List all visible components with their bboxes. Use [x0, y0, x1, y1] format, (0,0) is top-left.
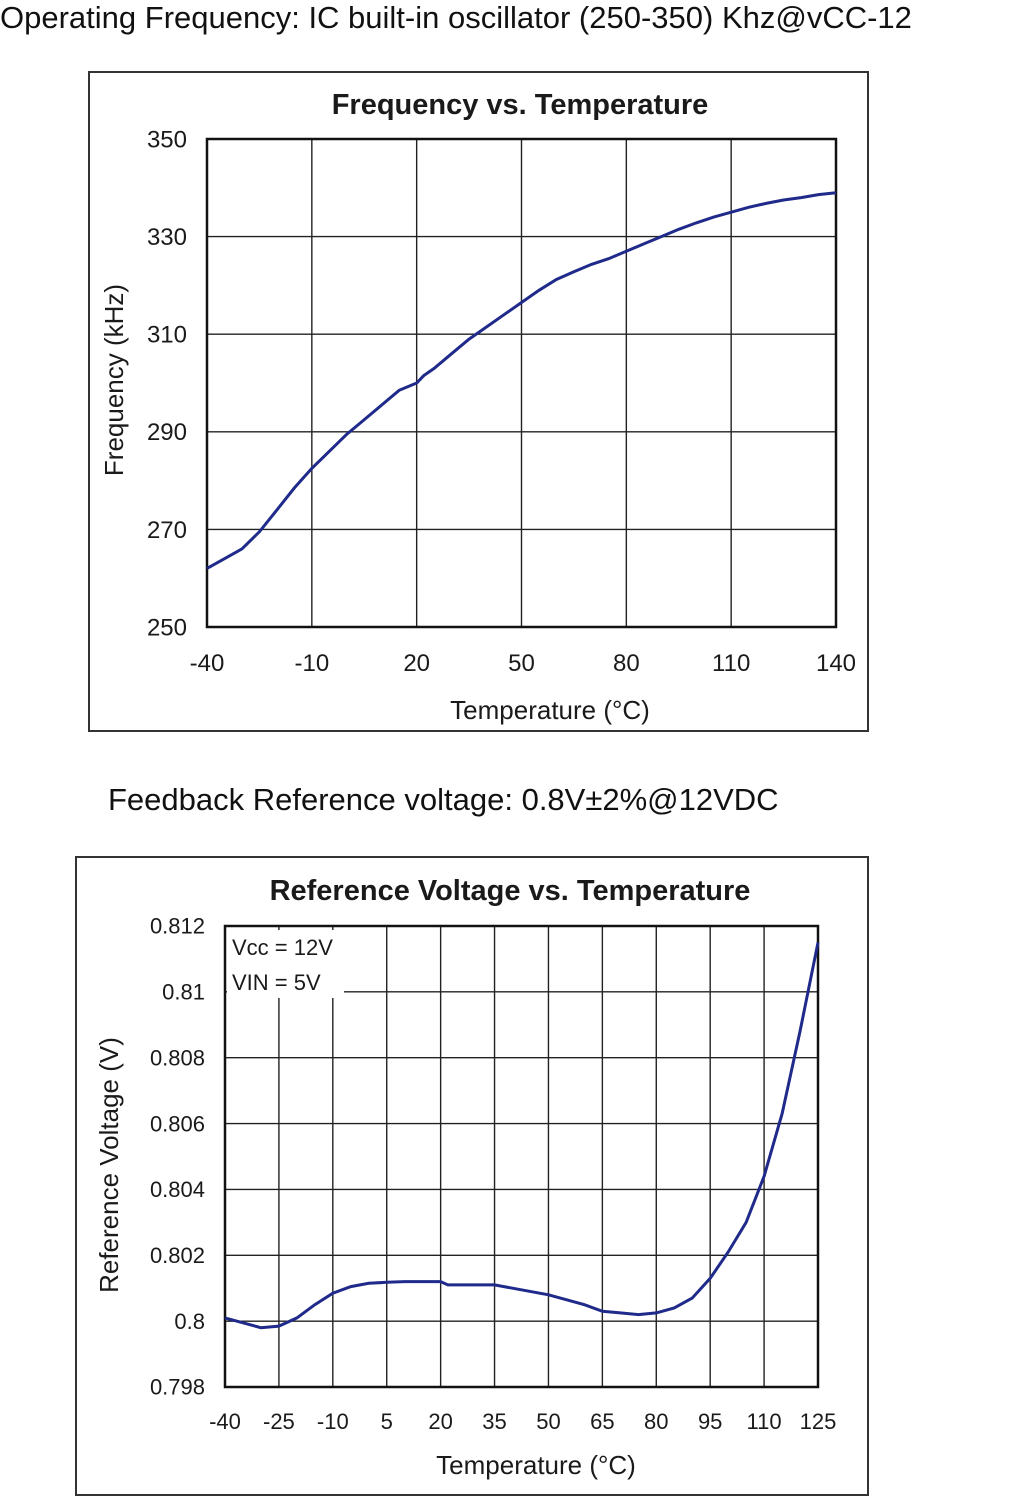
y-tick-label: 0.8 — [174, 1309, 205, 1334]
y-tick-label: 0.806 — [150, 1111, 205, 1136]
annotation-vcc: Vcc = 12V — [232, 935, 333, 960]
x-tick-label: -10 — [294, 650, 329, 677]
y-tick-label: 0.798 — [150, 1375, 205, 1400]
frequency-chart-ticks: -40 -10 20 50 80 110 140 250 270 290 310 330 350 — [147, 126, 856, 677]
reference-voltage-chart-title: Reference Voltage vs. Temperature — [270, 875, 751, 907]
y-tick-label: 270 — [147, 517, 187, 544]
x-tick-label: 140 — [816, 650, 856, 677]
y-tick-label: 0.81 — [162, 980, 205, 1005]
y-tick-label: 350 — [147, 126, 187, 153]
y-tick-label: 310 — [147, 322, 187, 349]
reference-voltage-chart-frame — [75, 856, 869, 1496]
plot-area-border — [205, 137, 838, 629]
x-tick-label: -10 — [317, 1409, 349, 1434]
x-tick-label: -40 — [190, 650, 225, 677]
x-tick-label: -25 — [263, 1409, 295, 1434]
reference-voltage-chart-xlabel: Temperature (°C) — [436, 1450, 636, 1480]
frequency-chart-xlabel: Temperature (°C) — [450, 695, 650, 725]
y-tick-label: 0.808 — [150, 1045, 205, 1070]
x-tick-label: 5 — [381, 1409, 393, 1434]
annotation-box — [227, 930, 344, 998]
x-tick-label: 20 — [428, 1409, 452, 1434]
x-tick-label: 50 — [536, 1409, 560, 1434]
x-tick-label: 110 — [747, 1409, 782, 1434]
y-tick-label: 290 — [147, 419, 187, 446]
annotation-vin: VIN = 5V — [232, 970, 321, 995]
feedback-reference-caption: Feedback Reference voltage: 0.8V±2%@12VD… — [108, 782, 779, 817]
x-tick-label: 110 — [712, 650, 750, 677]
x-tick-label: 20 — [403, 650, 430, 677]
frequency-chart-grid — [205, 137, 838, 629]
y-tick-label: 330 — [147, 224, 187, 251]
reference-voltage-series-line — [224, 942, 820, 1330]
reference-voltage-chart-ticks: -40 -25 -10 5 20 35 50 65 80 95 110 125 0.798 0.8 0.80… — [150, 914, 836, 1434]
operating-frequency-caption: Operating Frequency: IC built-in oscilla… — [0, 0, 912, 35]
x-tick-label: 50 — [508, 650, 535, 677]
x-tick-label: 65 — [590, 1409, 614, 1434]
frequency-chart-frame — [88, 71, 869, 732]
x-tick-label: 35 — [482, 1409, 506, 1434]
reference-voltage-chart-ylabel: Reference Voltage (V) — [94, 1037, 124, 1293]
x-tick-label: 95 — [698, 1409, 722, 1434]
y-tick-label: 250 — [147, 614, 187, 641]
reference-voltage-chart: Reference Voltage vs. Temperature Vcc = … — [75, 856, 869, 1496]
x-tick-label: -40 — [209, 1409, 241, 1434]
x-tick-label: 125 — [800, 1409, 837, 1434]
frequency-chart: Frequency vs. Temperature -40 -10 20 50 80 11… — [88, 71, 869, 732]
x-tick-label: 80 — [613, 650, 640, 677]
y-tick-label: 0.802 — [150, 1243, 205, 1268]
frequency-chart-ylabel: Frequency (kHz) — [99, 284, 129, 476]
x-tick-label: 80 — [644, 1409, 668, 1434]
frequency-chart-title: Frequency vs. Temperature — [332, 89, 709, 121]
y-tick-label: 0.812 — [150, 914, 205, 939]
frequency-series-line — [206, 191, 837, 570]
y-tick-label: 0.804 — [150, 1177, 205, 1202]
plot-area-border — [223, 924, 820, 1389]
